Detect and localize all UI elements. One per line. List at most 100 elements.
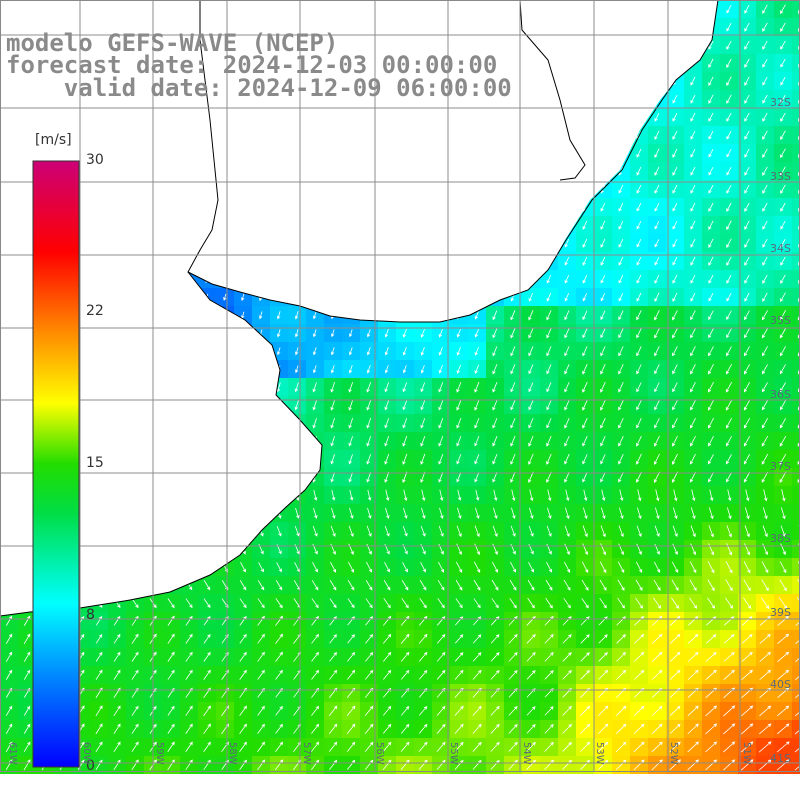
wind-arrow <box>565 489 570 502</box>
wind-arrow <box>311 669 320 680</box>
wind-arrow <box>239 741 247 752</box>
wind-arrow <box>690 94 696 104</box>
wind-arrow <box>654 525 660 537</box>
wind-arrow <box>365 634 374 644</box>
wind-arrow <box>741 705 754 717</box>
wind-arrow <box>510 561 517 573</box>
wind-arrow <box>690 382 696 393</box>
wind-arrow <box>113 741 121 753</box>
wind-arrow <box>167 615 175 626</box>
wind-arrow <box>687 669 699 680</box>
field-cell <box>792 288 800 306</box>
wind-arrow <box>780 94 786 104</box>
wind-arrow <box>276 347 281 356</box>
wind-arrow <box>690 148 696 158</box>
wind-arrow <box>113 651 121 662</box>
coastline <box>187 0 719 323</box>
wind-arrow <box>131 651 139 662</box>
wind-arrow <box>691 489 696 502</box>
wind-arrow <box>690 76 696 86</box>
wind-arrow <box>473 579 481 591</box>
wind-arrow <box>508 634 518 644</box>
wind-arrow <box>438 561 445 573</box>
wind-arrow <box>780 238 786 248</box>
field-cell <box>792 414 800 432</box>
wind-arrow <box>562 705 572 716</box>
wind-arrow <box>294 311 299 320</box>
wind-arrow <box>744 310 750 321</box>
wind-arrow <box>312 561 318 573</box>
wind-arrow <box>474 381 480 393</box>
wind-arrow <box>708 112 714 122</box>
wind-arrow <box>709 489 714 502</box>
wind-arrow <box>475 489 480 501</box>
wind-arrow <box>654 202 660 212</box>
wind-arrow <box>312 382 317 393</box>
wind-arrow <box>744 543 751 556</box>
lon-label: 56W <box>374 742 385 765</box>
wind-arrow <box>671 453 678 465</box>
wind-arrow <box>672 310 678 321</box>
wind-arrow <box>780 148 786 159</box>
wind-arrow <box>384 471 390 483</box>
wind-arrow <box>726 166 732 176</box>
wind-arrow <box>744 76 750 86</box>
wind-arrow <box>294 562 300 573</box>
wind-arrow <box>510 328 516 339</box>
lon-label: 58W <box>227 742 238 765</box>
wind-arrow <box>384 418 390 429</box>
wind-arrow <box>493 489 498 502</box>
wind-arrow <box>598 741 609 752</box>
wind-arrow <box>348 454 353 465</box>
wind-arrow <box>203 705 211 717</box>
wind-arrow <box>239 633 247 644</box>
wind-arrow <box>258 311 263 320</box>
wind-arrow <box>403 507 408 519</box>
wind-arrow <box>348 347 353 356</box>
lat-label: 34S <box>770 242 791 255</box>
wind-arrow <box>456 543 462 556</box>
wind-arrow <box>600 399 606 411</box>
wind-arrow <box>347 759 356 770</box>
wind-arrow <box>780 292 786 303</box>
wind-arrow <box>690 130 696 140</box>
wind-arrow <box>744 94 750 104</box>
wind-arrow <box>294 526 300 537</box>
field-cell <box>792 18 800 36</box>
wind-arrow <box>743 399 751 411</box>
wind-arrow <box>726 543 733 556</box>
wind-arrow <box>329 580 337 591</box>
wind-arrow <box>654 364 660 375</box>
field-cell <box>792 486 800 504</box>
wind-arrow <box>582 399 588 411</box>
wind-arrow <box>312 311 317 320</box>
field-cell <box>792 90 800 108</box>
wind-arrow <box>743 453 750 465</box>
wind-arrow <box>744 22 750 32</box>
wind-arrow <box>740 759 754 771</box>
wind-arrow <box>582 381 588 393</box>
colorbar <box>32 160 80 768</box>
wind-arrow <box>705 705 718 717</box>
wind-arrow <box>528 471 534 483</box>
wind-arrow <box>673 489 678 502</box>
wind-arrow <box>651 741 663 753</box>
wind-arrow <box>564 382 570 393</box>
wind-arrow <box>582 256 588 266</box>
wind-arrow <box>690 310 696 321</box>
wind-arrow <box>745 489 750 502</box>
wind-arrow <box>794 765 800 771</box>
wind-arrow <box>759 669 772 680</box>
wind-arrow <box>474 399 480 411</box>
wind-arrow <box>618 292 624 302</box>
wind-arrow <box>723 759 736 771</box>
wind-arrow <box>600 525 606 538</box>
wind-arrow <box>636 418 642 429</box>
wind-arrow <box>761 418 769 429</box>
wind-arrow <box>294 329 299 338</box>
wind-arrow <box>420 328 425 338</box>
wind-arrow <box>382 759 392 770</box>
wind-arrow <box>257 633 265 644</box>
wind-arrow <box>671 471 678 483</box>
wind-arrow <box>637 489 642 502</box>
